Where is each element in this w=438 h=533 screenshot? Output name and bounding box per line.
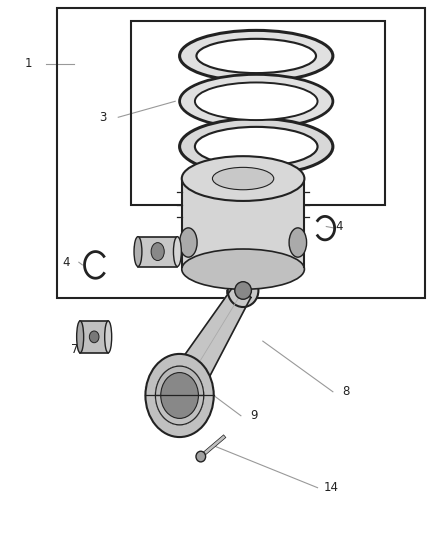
Text: 4: 4	[62, 256, 70, 269]
Polygon shape	[155, 395, 204, 425]
Ellipse shape	[182, 249, 304, 289]
Ellipse shape	[134, 237, 142, 266]
Ellipse shape	[105, 321, 112, 353]
Polygon shape	[173, 284, 251, 396]
Ellipse shape	[196, 451, 205, 462]
Ellipse shape	[155, 366, 204, 425]
Polygon shape	[145, 372, 173, 408]
Text: 9: 9	[250, 409, 258, 422]
Bar	[182, 179, 304, 266]
Ellipse shape	[145, 354, 214, 437]
Text: 14: 14	[323, 481, 338, 494]
Text: 6: 6	[132, 241, 140, 254]
Ellipse shape	[180, 228, 197, 257]
Polygon shape	[200, 387, 214, 408]
Ellipse shape	[89, 331, 99, 343]
Ellipse shape	[289, 228, 307, 257]
Ellipse shape	[182, 156, 304, 201]
Ellipse shape	[195, 127, 318, 166]
Ellipse shape	[77, 321, 84, 353]
Ellipse shape	[195, 83, 318, 120]
Bar	[138, 237, 177, 266]
Bar	[131, 21, 385, 205]
Text: 8: 8	[343, 385, 350, 398]
Ellipse shape	[173, 237, 181, 266]
Ellipse shape	[235, 281, 251, 300]
Ellipse shape	[196, 39, 316, 73]
Text: 4: 4	[336, 220, 343, 233]
Ellipse shape	[180, 30, 333, 82]
Polygon shape	[155, 366, 204, 395]
Ellipse shape	[180, 118, 333, 175]
Ellipse shape	[228, 274, 258, 307]
Ellipse shape	[151, 243, 164, 261]
Text: 5: 5	[224, 289, 231, 302]
Text: 7: 7	[71, 343, 78, 356]
Text: 1: 1	[25, 58, 32, 70]
Ellipse shape	[161, 373, 198, 418]
Bar	[80, 321, 108, 353]
Ellipse shape	[212, 167, 274, 190]
Ellipse shape	[180, 75, 333, 128]
Bar	[57, 8, 425, 298]
Text: 3: 3	[99, 111, 106, 124]
